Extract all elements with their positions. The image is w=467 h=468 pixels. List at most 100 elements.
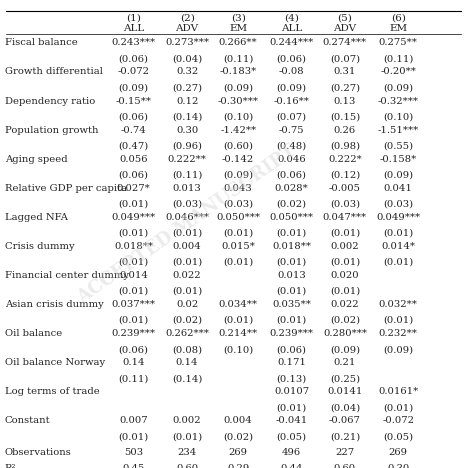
Text: (0.01): (0.01) [223,316,253,325]
Text: (0.02): (0.02) [330,316,360,325]
Text: (0.10): (0.10) [383,112,413,122]
Text: 0.21: 0.21 [334,358,356,367]
Text: 0.022: 0.022 [173,271,201,280]
Text: 0.14: 0.14 [122,358,145,367]
Text: 0.30: 0.30 [176,125,198,135]
Text: (0.09): (0.09) [383,83,413,92]
Text: 0.047***: 0.047*** [323,213,367,222]
Text: (0.01): (0.01) [276,316,307,325]
Text: (4): (4) [284,14,299,23]
Text: (0.09): (0.09) [223,171,253,180]
Text: 0.274***: 0.274*** [323,38,367,47]
Text: 0.30: 0.30 [387,464,410,468]
Text: -1.42**: -1.42** [220,125,256,135]
Text: 0.043: 0.043 [224,184,253,193]
Text: Lagged NFA: Lagged NFA [5,213,68,222]
Text: 0.45: 0.45 [122,464,145,468]
Text: 234: 234 [177,448,197,457]
Text: (6): (6) [391,14,406,23]
Text: (0.01): (0.01) [172,258,202,267]
Text: (0.10): (0.10) [223,112,253,122]
Text: -0.08: -0.08 [279,67,304,76]
Text: 0.049***: 0.049*** [112,213,156,222]
Text: 0.244***: 0.244*** [269,38,314,47]
Text: -0.32***: -0.32*** [378,96,419,106]
Text: (0.02): (0.02) [276,200,307,209]
Text: (0.08): (0.08) [172,345,202,354]
Text: Aging speed: Aging speed [5,155,67,164]
Text: 0.004: 0.004 [224,417,253,425]
Text: -0.158*: -0.158* [380,155,417,164]
Text: 0.14: 0.14 [176,358,198,367]
Text: (0.09): (0.09) [383,171,413,180]
Text: (0.12): (0.12) [330,171,360,180]
Text: (0.01): (0.01) [330,229,360,238]
Text: 0.243***: 0.243*** [112,38,156,47]
Text: 0.60: 0.60 [334,464,356,468]
Text: (0.01): (0.01) [172,287,202,296]
Text: (0.01): (0.01) [119,287,149,296]
Text: (0.02): (0.02) [223,432,253,441]
Text: (0.09): (0.09) [119,83,149,92]
Text: 0.022: 0.022 [331,300,359,309]
Text: (0.09): (0.09) [276,83,307,92]
Text: 0.041: 0.041 [384,184,413,193]
Text: -0.041: -0.041 [276,417,308,425]
Text: -0.072: -0.072 [382,417,414,425]
Text: -0.16**: -0.16** [274,96,310,106]
Text: (1): (1) [126,14,141,23]
Text: 269: 269 [229,448,248,457]
Text: 0.050***: 0.050*** [269,213,313,222]
Text: Constant: Constant [5,417,50,425]
Text: 0.056: 0.056 [120,155,148,164]
Text: 0.222**: 0.222** [168,155,206,164]
Text: (0.07): (0.07) [330,54,360,63]
Text: -0.183*: -0.183* [219,67,257,76]
Text: (0.02): (0.02) [172,316,202,325]
Text: 0.232**: 0.232** [379,329,418,338]
Text: 0.60: 0.60 [176,464,198,468]
Text: 0.028*: 0.028* [275,184,308,193]
Text: (0.04): (0.04) [172,54,202,63]
Text: 0.12: 0.12 [176,96,198,106]
Text: Crisis dummy: Crisis dummy [5,242,74,251]
Text: (0.01): (0.01) [223,229,253,238]
Text: (0.05): (0.05) [276,432,307,441]
Text: (0.03): (0.03) [223,200,253,209]
Text: Financial center dummy: Financial center dummy [5,271,128,280]
Text: Population growth: Population growth [5,125,98,135]
Text: (0.48): (0.48) [276,141,307,151]
Text: (0.01): (0.01) [330,287,360,296]
Text: ACCEPTED MANUSCRIPT: ACCEPTED MANUSCRIPT [74,142,300,307]
Text: (0.01): (0.01) [172,432,202,441]
Text: -0.30***: -0.30*** [218,96,259,106]
Text: Log terms of trade: Log terms of trade [5,387,99,396]
Text: (0.01): (0.01) [383,316,413,325]
Text: -0.067: -0.067 [329,417,361,425]
Text: (0.11): (0.11) [223,54,253,63]
Text: (0.01): (0.01) [119,200,149,209]
Text: (0.01): (0.01) [119,316,149,325]
Text: 0.222*: 0.222* [328,155,362,164]
Text: Asian crisis dummy: Asian crisis dummy [5,300,103,309]
Text: (0.03): (0.03) [330,200,360,209]
Text: 0.002: 0.002 [331,242,359,251]
Text: (0.07): (0.07) [276,112,307,122]
Text: (0.96): (0.96) [172,141,202,151]
Text: Oil balance: Oil balance [5,329,62,338]
Text: (0.15): (0.15) [330,112,360,122]
Text: 0.273***: 0.273*** [165,38,209,47]
Text: 496: 496 [282,448,301,457]
Text: 0.275**: 0.275** [379,38,418,47]
Text: 0.0141: 0.0141 [327,387,362,396]
Text: Dependency ratio: Dependency ratio [5,96,95,106]
Text: (0.01): (0.01) [119,258,149,267]
Text: (0.01): (0.01) [276,258,307,267]
Text: (0.01): (0.01) [330,258,360,267]
Text: 0.171: 0.171 [277,358,306,367]
Text: (3): (3) [231,14,246,23]
Text: 0.266**: 0.266** [219,38,257,47]
Text: -0.20**: -0.20** [380,67,416,76]
Text: -0.74: -0.74 [121,125,147,135]
Text: 0.007: 0.007 [120,417,148,425]
